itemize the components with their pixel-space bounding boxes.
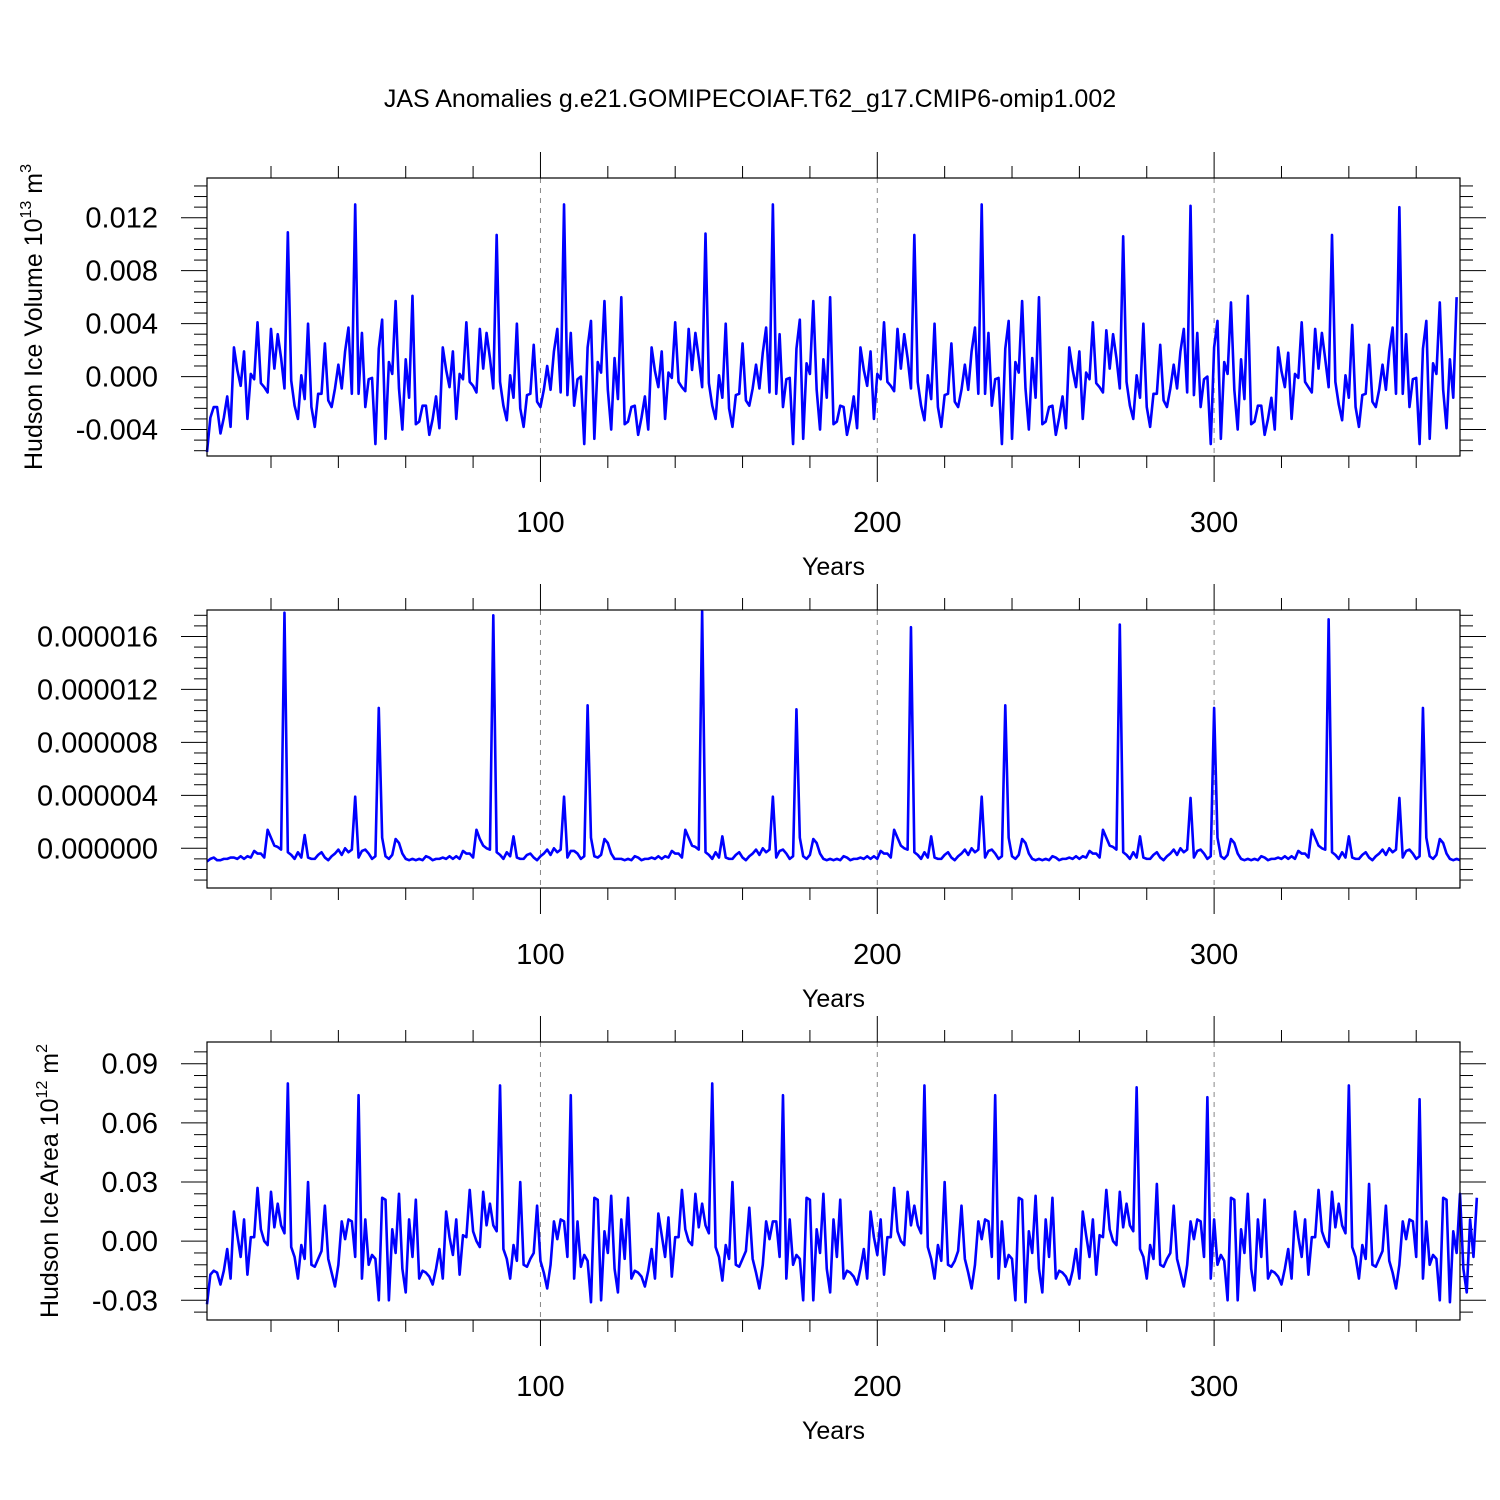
plot-frame	[206, 609, 1461, 889]
plot-frame	[206, 1041, 1461, 1321]
y-tick-label: 0.008	[85, 256, 158, 288]
y-tick-label: 0.000008	[37, 727, 158, 759]
series-line	[206, 610, 1461, 863]
panel-1: 100 200 300 -0.004 0.000 0.004 0.008 0.012 Years…	[18, 152, 1486, 581]
y-axis-label-part: Hudson Ice Volume 10	[20, 218, 48, 470]
y-tick-label: 0.000016	[37, 621, 158, 653]
y-axis-label-superscript: 12	[34, 1081, 51, 1099]
y-tick-label: 0.00	[102, 1226, 158, 1258]
y-axis-label-part: Hudson Ice Area 10	[36, 1098, 64, 1318]
x-axis-label: Years	[802, 1417, 865, 1445]
x-tick-label: 100	[516, 507, 564, 539]
plot-frame	[206, 177, 1461, 457]
y-axis-label-superscript: 3	[18, 164, 35, 173]
y-tick-label: -0.03	[92, 1285, 158, 1317]
y-axis-label-superscript: 2	[34, 1044, 51, 1053]
y-axis-label-part: m	[20, 173, 48, 201]
y-axis-label: Hudson Ice Volume 1013 m3	[18, 164, 48, 470]
y-axis-label: Hudson Ice Area 1012 m2	[34, 1044, 64, 1318]
x-tick-label: 100	[516, 939, 564, 971]
series-line	[205, 203, 1458, 453]
x-axis-label: Years	[802, 553, 865, 581]
panel-3: 100 200 300 -0.03 0.00 0.03 0.06 0.09 Years Hudso…	[34, 1016, 1486, 1445]
y-tick-label: 0.06	[102, 1108, 158, 1140]
y-tick-label: -0.004	[76, 415, 158, 447]
x-tick-label: 300	[1190, 1371, 1238, 1403]
series-line	[205, 1082, 1479, 1305]
x-tick-label: 300	[1190, 507, 1238, 539]
y-tick-label: 0.012	[85, 203, 158, 235]
y-axis-label-superscript: 13	[18, 201, 35, 219]
x-axis-label: Years	[802, 985, 865, 1013]
y-tick-label: 0.03	[102, 1167, 158, 1199]
y-tick-label: 0.09	[102, 1049, 158, 1081]
panel-2: 100 200 300 0.000000 0.000004 0.000008 0.00001…	[37, 584, 1486, 1013]
y-tick-label: 0.000004	[37, 780, 158, 812]
figure-title: JAS Anomalies g.e21.GOMIPECOIAF.T62_g17.…	[384, 85, 1116, 113]
x-tick-label: 100	[516, 1371, 564, 1403]
y-tick-label: 0.000	[85, 362, 158, 394]
y-tick-label: 0.000012	[37, 674, 158, 706]
x-tick-label: 200	[853, 1371, 901, 1403]
x-tick-label: 300	[1190, 939, 1238, 971]
x-tick-label: 200	[853, 507, 901, 539]
y-tick-label: 0.004	[85, 309, 158, 341]
x-tick-label: 200	[853, 939, 901, 971]
y-axis-label-part: m	[36, 1053, 64, 1081]
panels: 100 200 300 -0.004 0.000 0.004 0.008 0.012 Years…	[18, 152, 1486, 1445]
y-tick-label: 0.000000	[37, 833, 158, 865]
